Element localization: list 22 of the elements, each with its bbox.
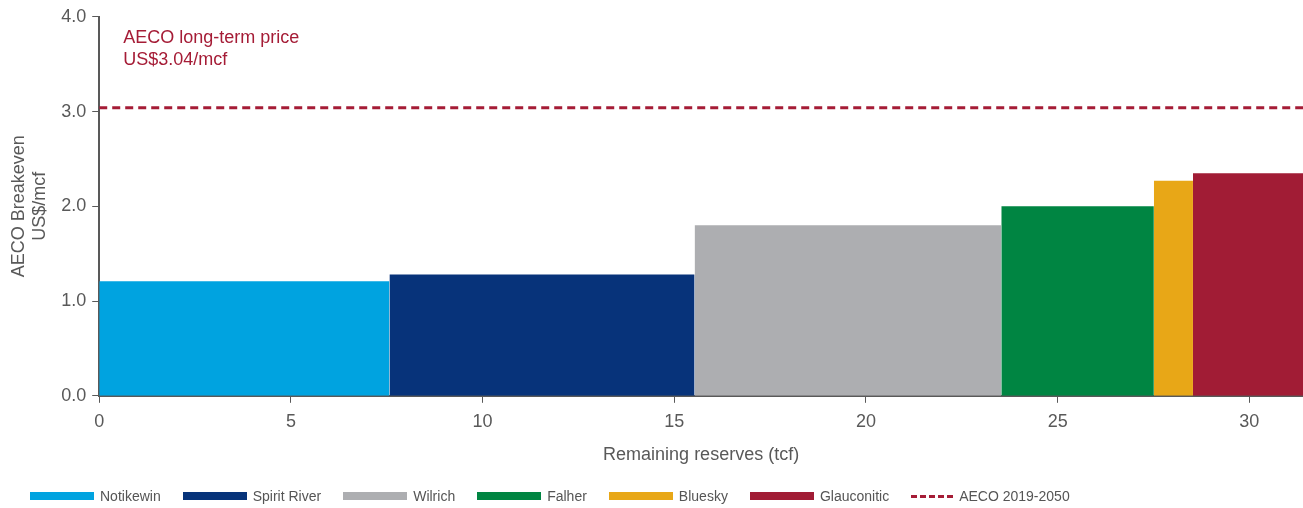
- x-tick-label: 30: [1239, 410, 1260, 431]
- y-tick-label: 2.0: [61, 195, 87, 216]
- legend-label: Falher: [547, 488, 587, 504]
- y-tick-label: 4.0: [61, 5, 87, 26]
- x-tick-label: 5: [285, 410, 296, 431]
- y-tick-label: 3.0: [61, 100, 87, 121]
- x-tick-label: 10: [472, 410, 493, 431]
- x-tick-label: 0: [94, 410, 105, 431]
- legend-label: AECO 2019-2050: [959, 488, 1070, 504]
- x-axis-title: Remaining reserves (tcf): [603, 444, 800, 465]
- legend-label: Glauconitic: [819, 488, 890, 504]
- x-tick-label: 25: [1047, 410, 1068, 431]
- y-axis-title: AECO Breakeven US$/mcf: [7, 135, 50, 278]
- y-tick-label: 0.0: [61, 384, 87, 405]
- legend-label: Wilrich: [413, 488, 456, 504]
- y-tick-label: 1.0: [61, 290, 87, 311]
- x-tick-label: 15: [664, 410, 685, 431]
- x-tick-label: 20: [855, 410, 876, 431]
- annotation: AECO long-term price US$3.04/mcf: [123, 26, 300, 69]
- legend-label: Bluesky: [678, 488, 728, 504]
- legend-label: Spirit River: [252, 488, 322, 504]
- legend-label: Notikewin: [100, 488, 161, 504]
